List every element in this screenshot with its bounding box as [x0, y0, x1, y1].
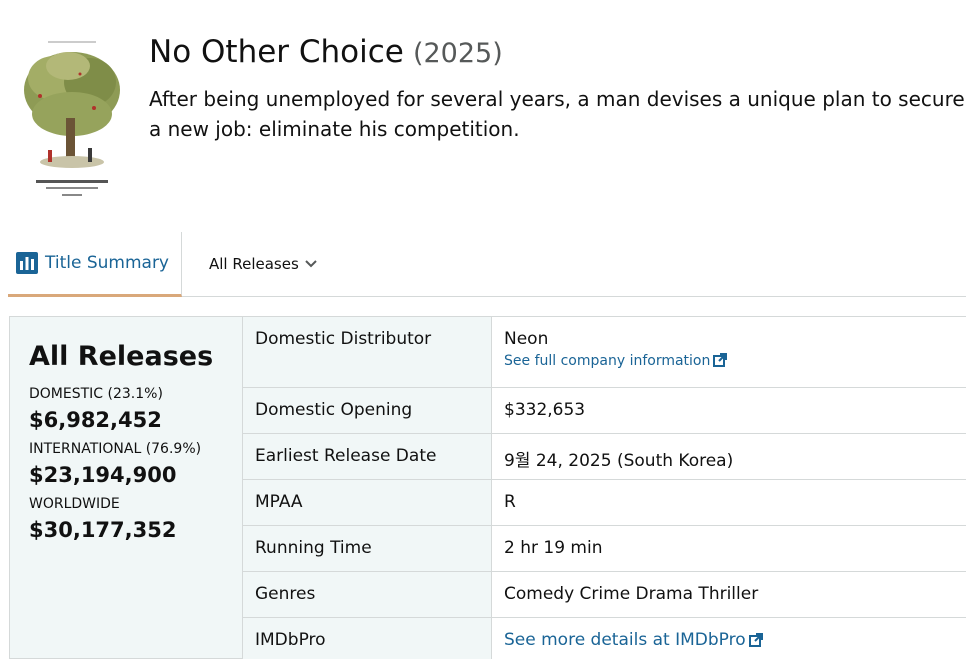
movie-title: No Other Choice	[149, 34, 404, 70]
chevron-down-icon	[305, 260, 317, 268]
release-date-label: Earliest Release Date	[243, 434, 492, 479]
table-row: Genres Comedy Crime Drama Thriller	[243, 572, 966, 618]
running-time-value: 2 hr 19 min	[504, 538, 603, 558]
external-link-icon[interactable]	[748, 633, 763, 647]
international-value: $23,194,900	[29, 463, 177, 487]
mpaa-value: R	[504, 492, 516, 512]
company-info-link[interactable]: See full company information	[504, 353, 711, 369]
tab-title-summary[interactable]: Title Summary	[8, 232, 182, 297]
worldwide-value: $30,177,352	[29, 518, 177, 542]
table-row: Earliest Release Date 9월 24, 2025 (South…	[243, 434, 966, 480]
imdbpro-cell: See more details at IMDbPro	[492, 618, 966, 659]
movie-title-row: No Other Choice (2025)	[149, 34, 503, 70]
tab-title-summary-label: Title Summary	[45, 253, 169, 273]
table-row: Domestic Distributor Neon See full compa…	[243, 317, 966, 388]
summary-heading: All Releases	[29, 341, 214, 372]
opening-value-link[interactable]: $332,653	[504, 400, 586, 420]
movie-tagline: After being unemployed for several years…	[149, 87, 965, 141]
table-row: Domestic Opening $332,653	[243, 388, 966, 434]
movie-poster-image	[18, 38, 126, 206]
genres-label: Genres	[243, 572, 492, 617]
tab-bar: Title Summary All Releases	[8, 232, 966, 297]
tab-all-releases-label: All Releases	[209, 255, 299, 273]
movie-year: (2025)	[412, 38, 503, 69]
movie-poster[interactable]	[18, 38, 126, 206]
table-row: Running Time 2 hr 19 min	[243, 526, 966, 572]
running-time-label: Running Time	[243, 526, 492, 571]
distributor-cell: Neon See full company information	[492, 317, 966, 387]
table-row: IMDbPro See more details at IMDbPro	[243, 618, 966, 659]
distributor-label: Domestic Distributor	[243, 317, 492, 387]
domestic-label: DOMESTIC (23.1%)	[29, 386, 163, 402]
imdbpro-label: IMDbPro	[243, 618, 492, 659]
grosses-summary-panel: All Releases DOMESTIC (23.1%) $6,982,452…	[9, 316, 242, 659]
genres-value: Comedy Crime Drama Thriller	[504, 584, 759, 604]
details-table: Domestic Distributor Neon See full compa…	[242, 316, 966, 659]
external-link-icon[interactable]	[713, 353, 728, 367]
mpaa-label: MPAA	[243, 480, 492, 525]
opening-label: Domestic Opening	[243, 388, 492, 433]
worldwide-label: WORLDWIDE	[29, 496, 120, 512]
domestic-value: $6,982,452	[29, 408, 162, 432]
table-row: MPAA R	[243, 480, 966, 526]
release-date-value: 9월 24, 2025 (South Korea)	[504, 451, 734, 471]
bar-chart-icon	[16, 252, 38, 274]
company-info-link-wrapper: See full company information	[504, 353, 966, 369]
international-label: INTERNATIONAL (76.9%)	[29, 441, 202, 457]
imdbpro-link[interactable]: See more details at IMDbPro	[504, 630, 746, 650]
distributor-value: Neon	[504, 329, 549, 349]
